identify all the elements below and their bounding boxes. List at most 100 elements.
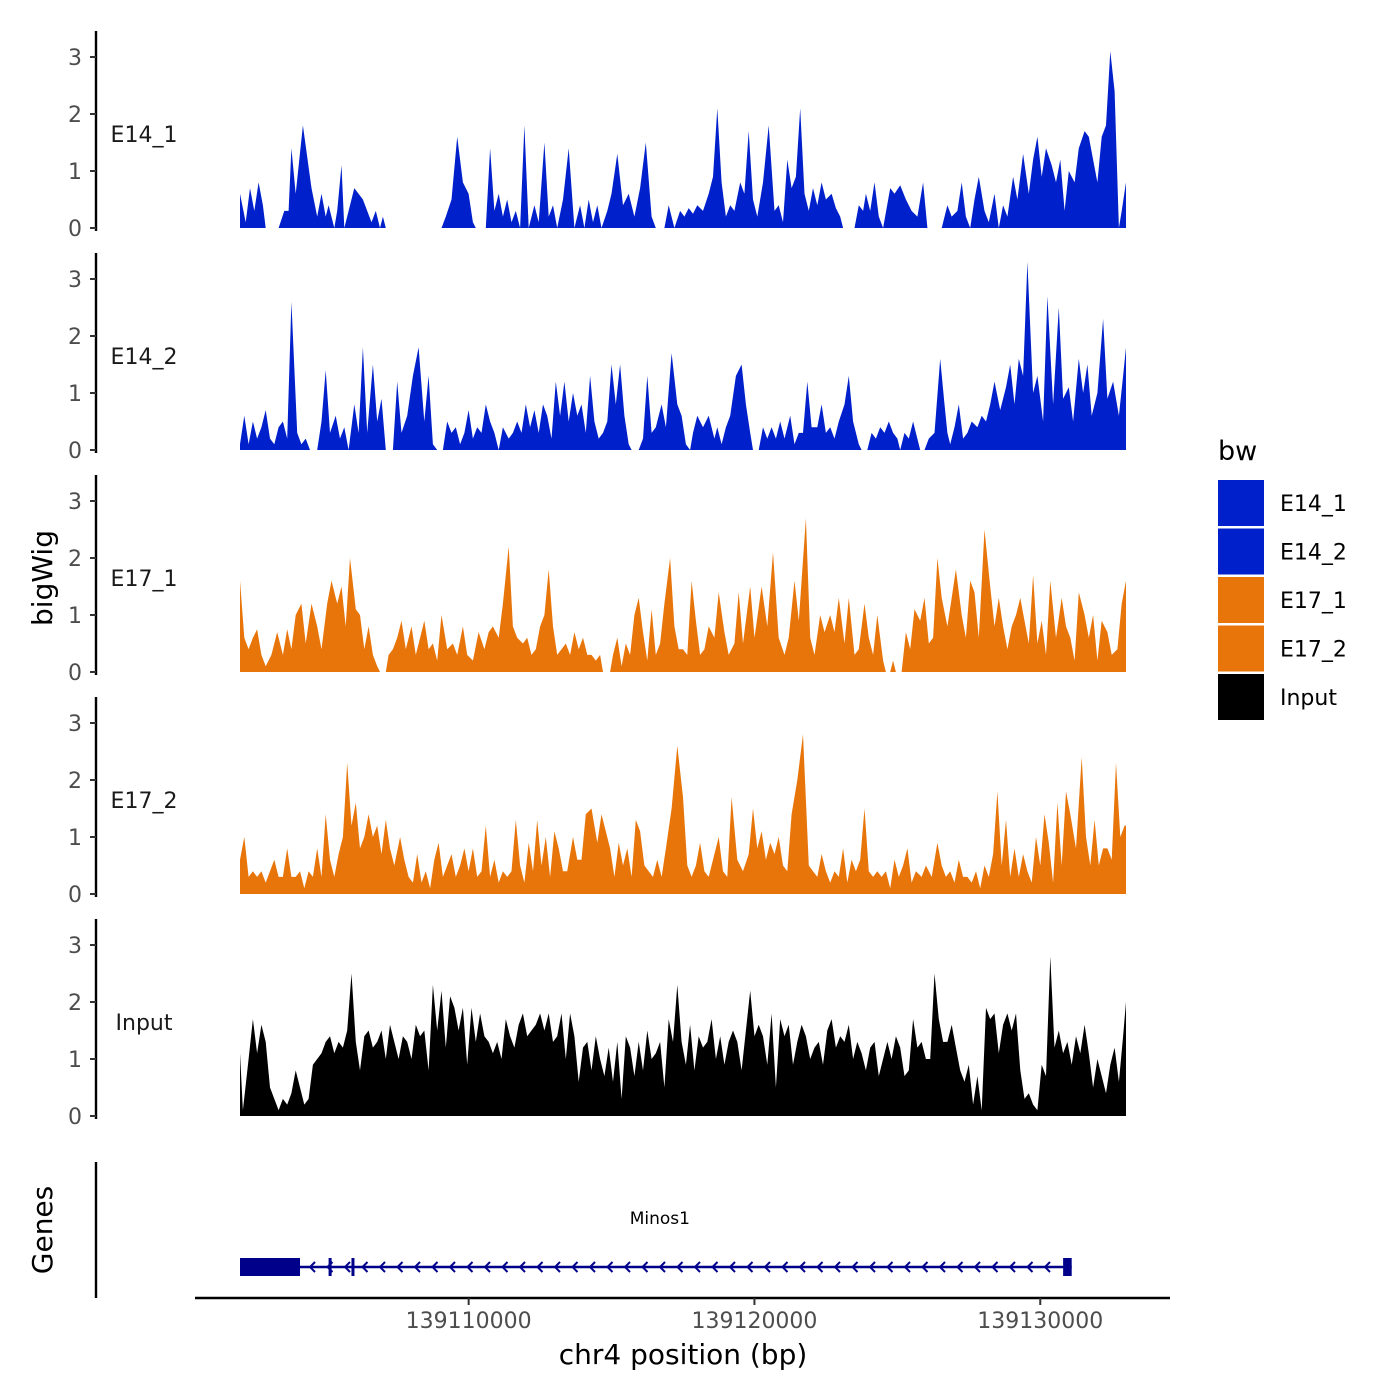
y-tick-label: 3 [68,934,82,959]
track-e14_1: 0 1 2 3 E14_1 [68,31,1126,242]
strand-arrow [868,1261,876,1273]
strand-arrow [728,1261,736,1273]
legend-entry-label: Input [1280,686,1337,711]
legend-entry-label: E14_2 [1280,541,1347,566]
strand-arrow [676,1261,684,1273]
coverage-area-e14_2 [240,261,1126,450]
coverage-area-e17_2 [240,734,1126,894]
strand-arrow [1026,1261,1034,1273]
y-axis-title: bigWig [26,530,59,626]
y-tick-label: 3 [68,46,82,71]
gene-exon [1063,1258,1072,1276]
gene-exon [351,1258,355,1276]
strand-arrow [553,1261,561,1273]
strand-arrow [413,1261,421,1273]
x-axis: 139110000 139120000 139130000 [195,1296,1170,1334]
y-tick-label: 1 [68,1048,82,1073]
strand-arrow [886,1261,894,1273]
strand-arrow [588,1261,596,1273]
strand-arrow [361,1261,369,1273]
track-e17_1: 0 1 2 3 E17_1 [68,475,1126,686]
x-tick-label: 139120000 [691,1309,817,1334]
y-tick-label: 0 [68,661,82,686]
y-tick-label: 0 [68,439,82,464]
y-tick-label: 0 [68,217,82,242]
y-tick-label: 2 [68,769,82,794]
legend-entry-label: E17_2 [1280,638,1347,663]
strand-arrow [956,1261,964,1273]
y-tick-label: 3 [68,268,82,293]
strand-arrow [833,1261,841,1273]
y-tick-label: 0 [68,883,82,908]
track-e14_2: 0 1 2 3 E14_2 [68,253,1126,464]
strand-arrow [798,1261,806,1273]
strand-arrow [448,1261,456,1273]
coverage-area-input [240,956,1126,1116]
strand-arrow [973,1261,981,1273]
legend-swatch [1218,625,1264,672]
gene-name-label: Minos1 [630,1209,690,1229]
strand-arrow [396,1261,404,1273]
strand-arrow [571,1261,579,1273]
strand-arrow [536,1261,544,1273]
strand-arrow [501,1261,509,1273]
strand-arrow [466,1261,474,1273]
strand-arrow [851,1261,859,1273]
track-label: Input [116,1011,173,1036]
y-tick-label: 1 [68,382,82,407]
track-label: E17_1 [111,567,178,592]
track-label: E17_2 [111,789,178,814]
gene-track-title: Genes [26,1186,59,1274]
y-tick-label: 3 [68,490,82,515]
strand-arrow [746,1261,754,1273]
strand-arrow [938,1261,946,1273]
y-tick-label: 2 [68,991,82,1016]
strand-arrow [606,1261,614,1273]
strand-arrow [903,1261,911,1273]
x-axis-title: chr4 position (bp) [559,1338,808,1371]
coverage-tracks: 0 1 2 3 E14_1 0 1 2 3 E14_2 0 1 2 3 E17_1 0 1 2 3 E17_2 0 1 2 3… [68,31,1126,1130]
strand-arrow [308,1261,316,1273]
strand-arrow [658,1261,666,1273]
strand-arrow [1043,1261,1051,1273]
y-tick-label: 1 [68,604,82,629]
strand-arrow [343,1261,351,1273]
y-tick-label: 3 [68,712,82,737]
strand-arrow [623,1261,631,1273]
legend: bw E14_1 E14_2 E17_1 E17_2 Input [1218,436,1347,720]
track-e17_2: 0 1 2 3 E17_2 [68,697,1126,908]
strand-arrow [763,1261,771,1273]
y-tick-label: 2 [68,103,82,128]
y-tick-label: 1 [68,826,82,851]
gene-exon [328,1258,332,1276]
legend-swatch [1218,480,1264,526]
strand-arrow [991,1261,999,1273]
strand-arrow [816,1261,824,1273]
y-tick-label: 2 [68,547,82,572]
gene-track: Minos1 [94,1162,1072,1298]
legend-swatch [1218,528,1264,575]
coverage-area-e17_1 [240,518,1126,672]
x-tick-label: 139110000 [406,1309,532,1334]
strand-arrow [518,1261,526,1273]
track-input: 0 1 2 3 Input [68,919,1126,1130]
x-tick-label: 139130000 [977,1309,1103,1334]
track-label: E14_2 [111,345,178,370]
legend-entry-label: E14_1 [1280,492,1347,517]
strand-arrow [1008,1261,1016,1273]
strand-arrow [693,1261,701,1273]
y-tick-label: 0 [68,1105,82,1130]
strand-arrow [641,1261,649,1273]
strand-arrow [781,1261,789,1273]
strand-arrow [921,1261,929,1273]
gene-exon [240,1258,301,1276]
strand-arrow [431,1261,439,1273]
strand-arrow [378,1261,386,1273]
legend-entry-label: E17_1 [1280,589,1347,614]
coverage-area-e14_1 [240,51,1126,228]
legend-swatch [1218,577,1264,623]
y-tick-label: 2 [68,325,82,350]
strand-arrow [483,1261,491,1273]
y-tick-label: 1 [68,160,82,185]
